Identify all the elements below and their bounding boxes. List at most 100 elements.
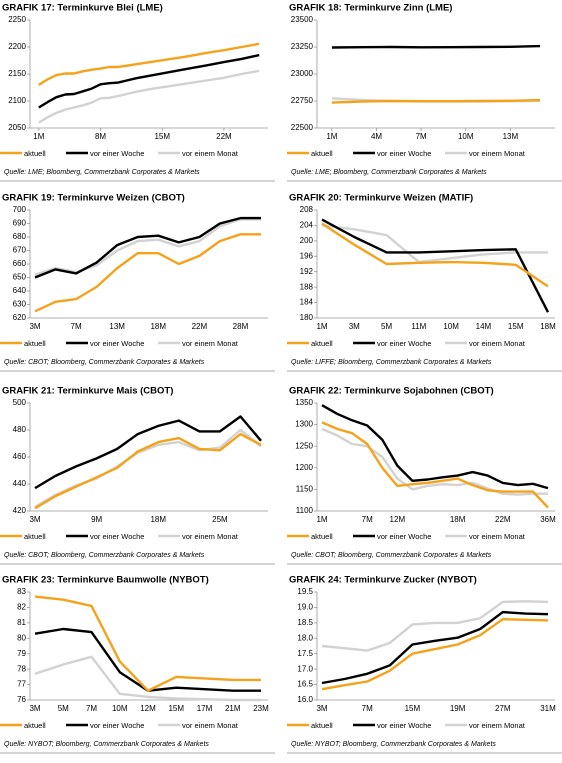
chart-panel: GRAFIK 20: Terminkurve Weizen (MATIF) 180… (287, 193, 562, 372)
y-tick-label: 18.0 (297, 633, 313, 642)
series-line (321, 218, 550, 313)
y-tick-label: 17.0 (297, 664, 313, 673)
x-tick-label: 18M (450, 515, 466, 524)
y-tick-label: 23250 (291, 42, 314, 51)
x-tick-label: 7M (71, 322, 82, 331)
x-tick-label: 12M (140, 704, 156, 713)
x-tick-label: 23M (253, 704, 269, 713)
y-tick-label: 192 (300, 267, 314, 276)
chart-title: GRAFIK 24: Terminkurve Zucker (NYBOT) (289, 575, 477, 586)
chart-panel: GRAFIK 21: Terminkurve Mais (CBOT) 420 440… (0, 386, 275, 565)
x-tick-label: 7M (416, 132, 427, 141)
x-tick-label: 27M (495, 704, 511, 713)
y-tick-label: 1350 (295, 398, 313, 407)
series-line (34, 627, 261, 692)
y-tick-label: 19.5 (297, 587, 313, 596)
legend-label: aktuell (24, 149, 46, 158)
x-tick-label: 17M (197, 704, 213, 713)
chart-panel: GRAFIK 18: Terminkurve Zinn (LME) 22500 22… (287, 3, 562, 182)
legend-label: vor einer Woche (377, 721, 431, 730)
legend-label: vor einem Monat (469, 149, 526, 158)
legend-label: aktuell (311, 721, 333, 730)
y-tick-label: 23500 (291, 15, 314, 24)
y-tick-label: 18.5 (297, 618, 313, 627)
series-line (321, 224, 548, 264)
series-line (321, 421, 549, 509)
y-tick-label: 2150 (8, 69, 26, 78)
legend-label: vor einer Woche (377, 149, 431, 158)
y-tick-label: 620 (13, 313, 27, 322)
x-tick-label: 14M (476, 322, 492, 331)
chart-title: GRAFIK 21: Terminkurve Mais (CBOT) (2, 386, 173, 397)
legend-label: vor einer Woche (90, 532, 144, 541)
legend-label: aktuell (24, 339, 46, 348)
y-tick-label: 188 (300, 282, 314, 291)
y-tick-label: 690 (13, 219, 27, 228)
series-line (321, 222, 549, 288)
source-note: Quelle: LME; Bloomberg, Commerzbank Corp… (4, 169, 200, 176)
x-tick-label: 25M (212, 515, 228, 524)
y-tick-label: 19.0 (297, 603, 313, 612)
y-tick-label: 77 (17, 680, 26, 689)
x-tick-label: 1M (326, 132, 337, 141)
y-tick-label: 2100 (8, 96, 26, 105)
x-tick-label: 15M (168, 704, 184, 713)
legend-label: vor einer Woche (90, 149, 144, 158)
y-tick-label: 640 (13, 286, 27, 295)
series-line (34, 216, 261, 279)
y-tick-label: 1250 (295, 441, 313, 450)
y-tick-label: 16.5 (297, 680, 313, 689)
y-tick-label: 460 (13, 452, 27, 461)
legend-label: aktuell (311, 149, 333, 158)
x-tick-label: 8M (95, 132, 106, 141)
source-note: Quelle: CBOT; Bloomberg, Commerzbank Cor… (4, 552, 205, 559)
y-tick-label: 22750 (291, 96, 314, 105)
x-tick-label: 18M (150, 322, 166, 331)
series-line (34, 432, 262, 510)
x-tick-label: 15M (508, 322, 524, 331)
x-tick-label: 4M (371, 132, 382, 141)
y-tick-label: 660 (13, 259, 27, 268)
y-tick-label: 500 (13, 398, 27, 407)
x-tick-label: 3M (29, 322, 40, 331)
x-tick-label: 19M (450, 704, 466, 713)
chart-panel: GRAFIK 17: Terminkurve Blei (LME) 2050 210… (0, 3, 275, 182)
chart-title: GRAFIK 17: Terminkurve Blei (LME) (2, 3, 163, 14)
legend-label: vor einem Monat (182, 149, 239, 158)
y-tick-label: 83 (17, 587, 26, 596)
legend-label: aktuell (311, 532, 333, 541)
source-note: Quelle: NYBOT; Bloomberg, Commerzbank Co… (4, 741, 209, 748)
x-tick-label: 9M (91, 515, 102, 524)
chart-panel: GRAFIK 24: Terminkurve Zucker (NYBOT) 16.… (287, 575, 562, 754)
y-tick-label: 196 (300, 251, 314, 260)
x-tick-label: 18M (150, 515, 166, 524)
source-note: Quelle: LIFFE; Bloomberg, Commerzbank Co… (291, 359, 492, 366)
legend-label: vor einem Monat (469, 532, 526, 541)
x-tick-label: 10M (458, 132, 474, 141)
x-tick-label: 3M (349, 322, 360, 331)
x-tick-label: 21M (225, 704, 241, 713)
y-tick-label: 200 (300, 236, 314, 245)
series-line (321, 600, 549, 652)
chart-title: GRAFIK 23: Terminkurve Baumwolle (NYBOT) (2, 575, 209, 586)
x-tick-label: 22M (216, 132, 232, 141)
legend-label: aktuell (24, 532, 46, 541)
y-tick-label: 81 (17, 618, 26, 627)
x-tick-label: 3M (316, 704, 327, 713)
x-tick-label: 3M (29, 704, 40, 713)
x-tick-label: 15M (154, 132, 170, 141)
series-line (321, 618, 549, 691)
y-tick-label: 480 (13, 425, 27, 434)
x-tick-label: 5M (58, 704, 69, 713)
series-line (38, 69, 260, 124)
y-tick-label: 79 (17, 649, 26, 658)
legend-label: vor einem Monat (469, 721, 526, 730)
x-tick-label: 10M (112, 704, 128, 713)
source-note: Quelle: CBOT; Bloomberg, Commerzbank Cor… (291, 552, 492, 559)
y-tick-label: 680 (13, 232, 27, 241)
y-tick-label: 16.0 (297, 695, 313, 704)
series-line (34, 415, 262, 490)
x-tick-label: 22M (192, 322, 208, 331)
y-tick-label: 630 (13, 300, 27, 309)
